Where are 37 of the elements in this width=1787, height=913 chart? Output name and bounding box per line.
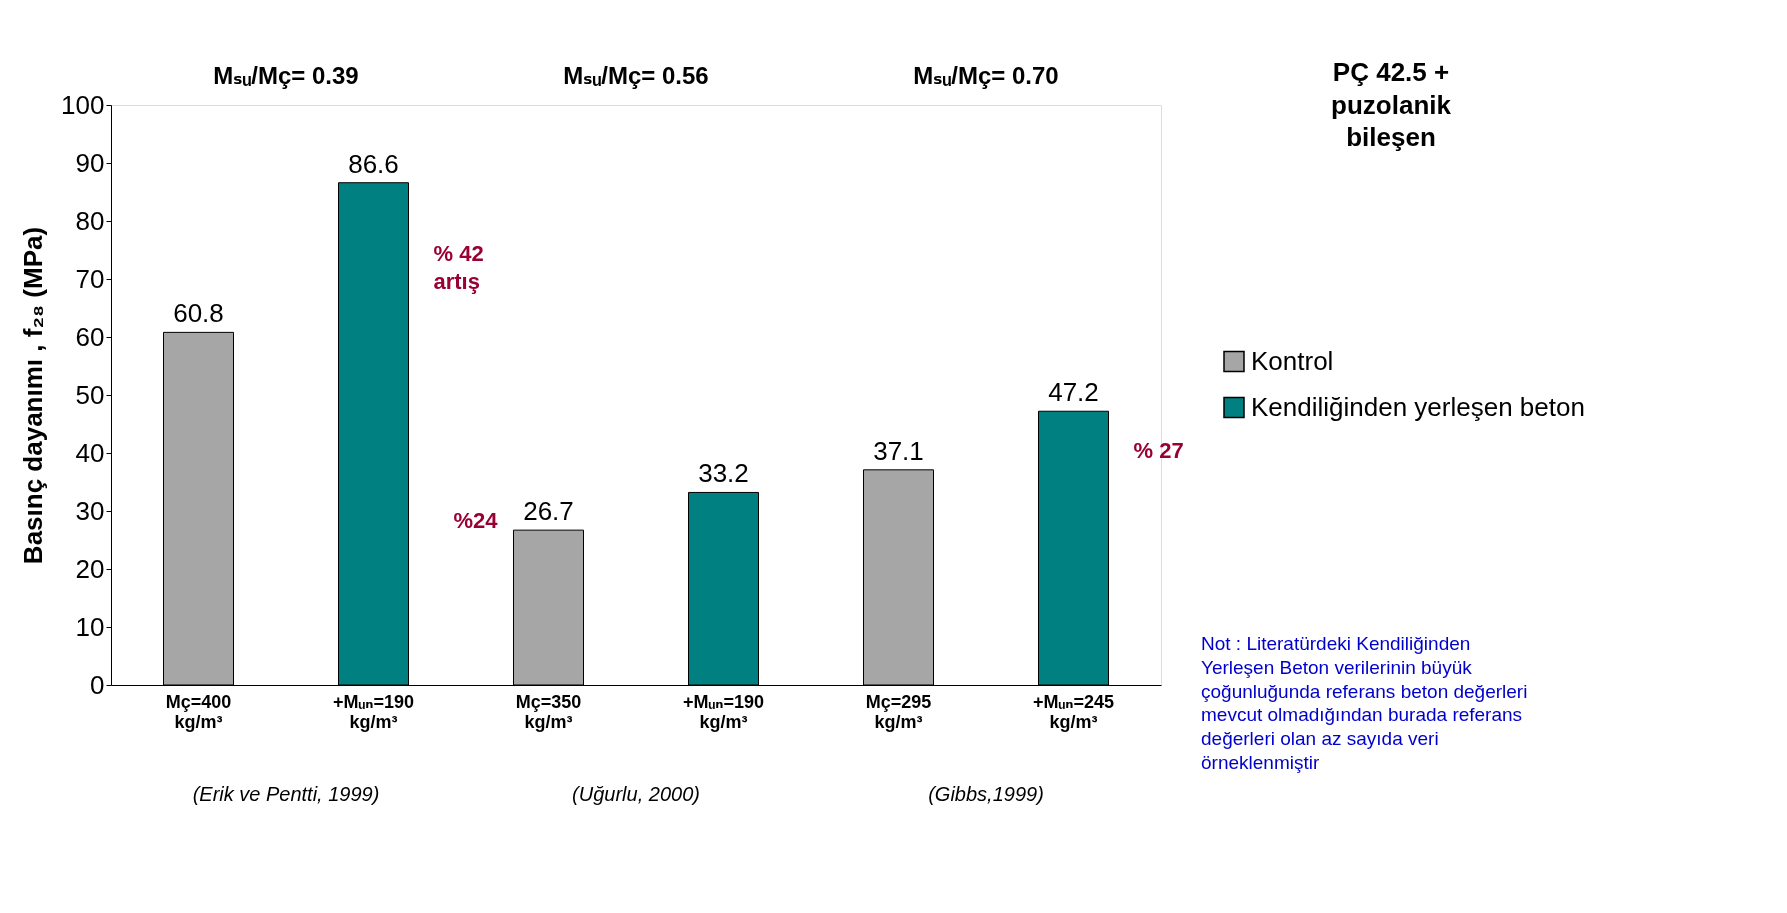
y-axis-title: Basınç dayanımı , f₂₈ (MPa) [18, 226, 49, 565]
y-tick-label: 30 [75, 495, 105, 526]
y-tick-label: 0 [90, 669, 105, 700]
y-tick-label: 100 [61, 89, 105, 120]
text: Mₛᵤ/Mç= 0.39 [213, 62, 359, 89]
y-tick-label: 70 [75, 263, 105, 294]
annotation: %24 [453, 508, 499, 533]
data-label: 86.6 [348, 148, 399, 179]
data-label: 37.1 [873, 435, 924, 466]
x-tick-label: Mç=350 kg/m³ [515, 691, 582, 732]
y-tick-label: 90 [75, 147, 105, 178]
text: Mₛᵤ/Mç= 0.56 [563, 62, 709, 89]
text: (Gibbs,1999) [928, 783, 1044, 805]
y-tick-label: 50 [75, 379, 105, 410]
x-tick-label: Mç=400 kg/m³ [165, 691, 232, 732]
legend-label: Kendiliğinden yerleşen beton [1251, 391, 1585, 422]
text: Not : Literatürdeki Kendiliğinden Yerleşen Beton verilerinin büyük çoğunluğunda referans beton değerleri mevcut olmadığından burada referans değerleri olan az sayıda veri örneklenmiştir [1201, 633, 1528, 773]
y-tick-label: 20 [75, 553, 105, 584]
annotation: % 42 artış [433, 241, 484, 294]
data-label: 60.8 [173, 298, 224, 329]
x-tick-label: Mç=295 kg/m³ [865, 691, 932, 732]
text: Mₛᵤ/Mç= 0.70 [913, 62, 1059, 89]
y-tick-label: 60 [75, 321, 105, 352]
y-tick-label: 10 [75, 611, 105, 642]
text: PÇ 42.5 + puzolanik bileşen [1331, 57, 1452, 152]
data-label: 33.2 [698, 458, 749, 489]
x-tick-label: +Mᵤₙ=190 kg/m³ [333, 691, 414, 732]
annotation: % 27 [1133, 438, 1184, 464]
data-label: 47.2 [1048, 377, 1099, 408]
x-tick-label: +Mᵤₙ=190 kg/m³ [683, 691, 764, 732]
y-tick-label: 40 [75, 437, 105, 468]
x-tick-label: +Mᵤₙ=245 kg/m³ [1033, 691, 1114, 732]
data-label: 26.7 [523, 496, 574, 527]
y-tick-label: 80 [75, 205, 105, 236]
text: (Erik ve Pentti, 1999) [192, 783, 380, 805]
text: (Uğurlu, 2000) [572, 783, 700, 805]
legend-label: Kontrol [1251, 345, 1334, 376]
